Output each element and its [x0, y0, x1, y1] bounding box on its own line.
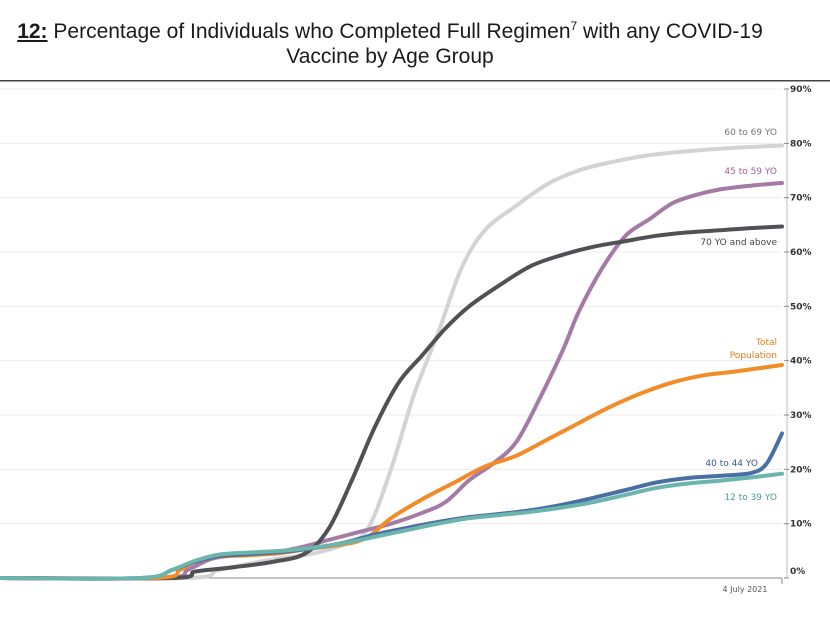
- series-line-40-to-44-yo: [0, 431, 784, 581]
- y-tick-label: 20%: [790, 465, 812, 475]
- y-tick-label: 50%: [790, 302, 812, 312]
- y-tick-label: 70%: [790, 194, 812, 204]
- y-tick-label: 10%: [790, 520, 812, 530]
- title-footnote-marker: 7: [570, 19, 578, 33]
- label-total-population-line-1: Total: [755, 338, 777, 348]
- x-end-date-label: 4 July 2021: [723, 585, 768, 594]
- series-line-70-yo-and-above: [0, 224, 784, 581]
- label-total-population-line-2: Population: [730, 351, 777, 361]
- title-text-2: with any COVID-19: [577, 20, 763, 43]
- figure-number: 12:: [17, 20, 48, 43]
- y-tick-label: 0%: [790, 567, 805, 577]
- title-line-1: 12: Percentage of Individuals who Comple…: [0, 14, 780, 44]
- y-tick-label: 40%: [790, 357, 812, 367]
- series-line-60-to-69-yo: [0, 143, 784, 581]
- series-line-12-to-39-yo: [0, 471, 784, 581]
- label-40-to-44: 40 to 44 YO: [705, 459, 758, 469]
- y-tick-label: 80%: [790, 139, 812, 149]
- label-45-to-59: 45 to 59 YO: [724, 167, 777, 177]
- label-60-to-69: 60 to 69 YO: [724, 128, 777, 138]
- y-tick-label: 90%: [790, 85, 812, 95]
- label-70-and-above: 70 YO and above: [700, 238, 777, 248]
- chart-title: 12: Percentage of Individuals who Comple…: [0, 14, 780, 69]
- y-tick-label: 60%: [790, 248, 812, 258]
- top-rule: [0, 80, 830, 82]
- title-text: Percentage of Individuals who Completed …: [47, 20, 571, 43]
- y-axis: 0% 10% 20% 30% 40% 50% 60% 70% 80% 90%: [784, 85, 812, 579]
- label-12-to-39: 12 to 39 YO: [724, 493, 777, 503]
- title-line-2: Vaccine by Age Group: [286, 45, 494, 68]
- series-lines: [0, 143, 784, 581]
- y-tick-label: 30%: [790, 411, 812, 421]
